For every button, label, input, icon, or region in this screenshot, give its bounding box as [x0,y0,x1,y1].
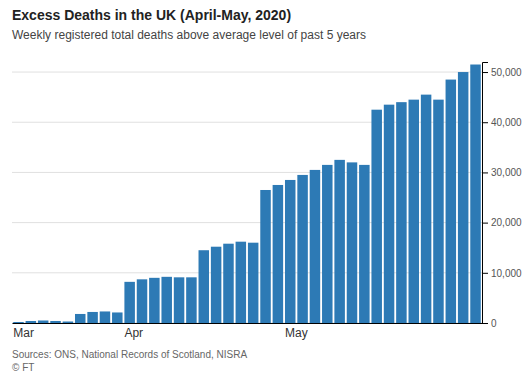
source-line: © FT [12,362,34,373]
y-tick: 10,000 [482,268,522,279]
grid-line [12,72,482,73]
bar [297,175,307,323]
bar [63,321,73,323]
x-tick: Apr [124,323,143,340]
bar [285,180,295,323]
y-tick-mark [482,172,488,173]
bar [75,314,85,323]
y-tick-label: 30,000 [491,167,522,178]
bar [409,100,419,323]
bar [199,250,209,323]
bar [124,282,134,323]
y-tick-label: 10,000 [491,268,522,279]
bar [396,102,406,323]
bar [384,105,394,323]
y-tick: 40,000 [482,117,522,128]
x-tick: Mar [13,323,34,340]
bar [260,190,270,323]
bar [13,322,23,323]
bar [334,160,344,323]
bar [310,170,320,323]
bar [458,72,468,323]
bar [470,65,480,323]
source-line: Sources: ONS, National Records of Scotla… [12,349,247,360]
x-axis-line [13,323,483,324]
y-tick-label: 40,000 [491,117,522,128]
chart: Excess Deaths in the UK (April-May, 2020… [0,0,530,379]
bar [174,277,184,323]
bar [347,162,357,323]
bar [137,279,147,323]
x-tick-label: May [285,326,308,340]
bars [13,65,481,323]
y-tick: 20,000 [482,217,522,228]
bar [87,312,97,323]
bar [322,165,332,323]
y-tick-label: 20,000 [491,217,522,228]
y-tick-mark [482,122,488,123]
bar [50,321,60,323]
x-axis: Mar Apr May [13,323,483,340]
bar [161,277,171,323]
subtitle: Weekly registered total deaths above ave… [12,28,366,42]
plot: Mar Apr May 0 10,000 20,000 30,000 40,000 50,000 [12,63,522,340]
y-tick: 50,000 [482,67,522,78]
source: Sources: ONS, National Records of Scotla… [12,349,247,373]
bar [273,185,283,323]
x-tick: May [285,323,308,340]
bar [26,321,36,323]
bar [112,312,122,323]
y-tick-mark [482,323,488,324]
bar [149,278,159,323]
bar [433,100,443,323]
bar [236,242,246,323]
bar [248,243,258,323]
bar [38,320,48,323]
x-tick-label: Mar [13,326,34,340]
y-tick-mark [482,273,488,274]
bar [446,80,456,323]
y-tick-label: 0 [491,318,497,329]
y-axis-line [483,63,489,324]
bar [186,277,196,323]
bar [211,247,221,323]
y-tick: 30,000 [482,167,522,178]
y-tick-mark [482,223,488,224]
bar [359,165,369,323]
bar [371,110,381,323]
title: Excess Deaths in the UK (April-May, 2020… [12,7,291,23]
bar [100,311,110,323]
y-tick-label: 50,000 [491,67,522,78]
x-tick-label: Apr [124,326,143,340]
grid [12,72,482,323]
y-tick-mark [482,72,488,73]
y-axis: 0 10,000 20,000 30,000 40,000 50,000 [482,63,522,329]
y-tick: 0 [482,318,497,329]
bar [421,95,431,323]
bar [223,244,233,323]
